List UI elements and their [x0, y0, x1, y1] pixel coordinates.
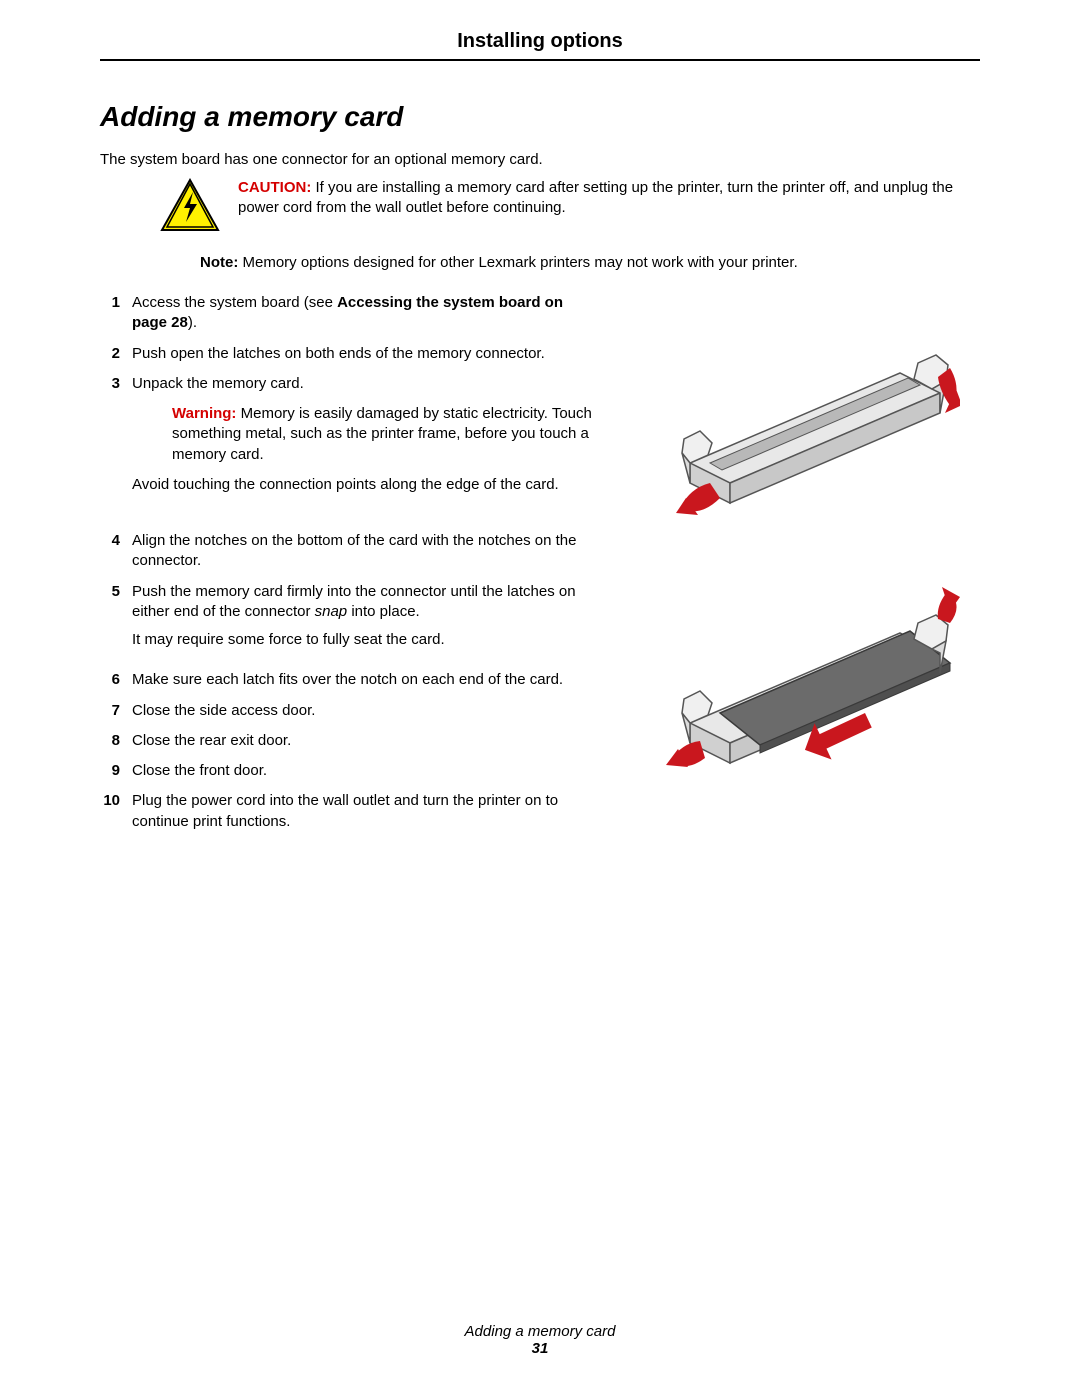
step-2: 2 Push open the latches on both ends of … — [100, 344, 600, 364]
step-subnote: Avoid touching the connection points alo… — [132, 475, 600, 495]
note-label: Note: — [200, 254, 238, 271]
figure-open-latches-icon — [640, 303, 960, 523]
footer-title: Adding a memory card — [0, 1323, 1080, 1340]
step-text-a: Access the system board (see — [132, 294, 337, 311]
step-warning: Warning: Memory is easily damaged by sta… — [132, 404, 600, 465]
steps-column: 1 Access the system board (see Accessing… — [100, 293, 600, 842]
page-number: 31 — [0, 1340, 1080, 1357]
step-body: Unpack the memory card. Warning: Memory … — [132, 374, 600, 521]
step-body: Close the side access door. — [132, 701, 600, 721]
step-5: 5 Push the memory card firmly into the c… — [100, 582, 600, 661]
step-num: 3 — [100, 374, 120, 521]
section-title: Adding a memory card — [100, 101, 980, 133]
step-num: 6 — [100, 670, 120, 690]
step-num: 4 — [100, 531, 120, 572]
caution-triangle-icon — [160, 178, 220, 232]
step-text: Unpack the memory card. — [132, 375, 304, 392]
caution-block: CAUTION: If you are installing a memory … — [160, 178, 980, 232]
step-subnote: It may require some force to fully seat … — [132, 630, 600, 650]
caution-body: If you are installing a memory card afte… — [238, 179, 953, 216]
step-10: 10 Plug the power cord into the wall out… — [100, 791, 600, 832]
content-row: 1 Access the system board (see Accessing… — [100, 293, 980, 842]
step-body: Push open the latches on both ends of th… — [132, 344, 600, 364]
page-footer: Adding a memory card 31 — [0, 1323, 1080, 1357]
step-body: Push the memory card firmly into the con… — [132, 582, 600, 661]
note-block: Note: Memory options designed for other … — [200, 254, 980, 271]
step-num: 5 — [100, 582, 120, 661]
step-1: 1 Access the system board (see Accessing… — [100, 293, 600, 334]
caution-label: CAUTION: — [238, 179, 311, 196]
step-body: Access the system board (see Accessing t… — [132, 293, 600, 334]
note-body: Memory options designed for other Lexmar… — [238, 254, 797, 271]
intro-text: The system board has one connector for a… — [100, 151, 980, 168]
step-body: Align the notches on the bottom of the c… — [132, 531, 600, 572]
step-body: Plug the power cord into the wall outlet… — [132, 791, 600, 832]
step-4: 4 Align the notches on the bottom of the… — [100, 531, 600, 572]
step-num: 7 — [100, 701, 120, 721]
step-body: Close the front door. — [132, 761, 600, 781]
step-7: 7 Close the side access door. — [100, 701, 600, 721]
page: Installing options Adding a memory card … — [0, 0, 1080, 1397]
snap-word: snap — [315, 603, 348, 620]
step-text-b: ). — [188, 314, 197, 331]
step-3: 3 Unpack the memory card. Warning: Memor… — [100, 374, 600, 521]
warning-label: Warning: — [172, 405, 236, 422]
step-num: 8 — [100, 731, 120, 751]
step-6: 6 Make sure each latch fits over the not… — [100, 670, 600, 690]
step-body: Close the rear exit door. — [132, 731, 600, 751]
step-num: 10 — [100, 791, 120, 832]
step-num: 2 — [100, 344, 120, 364]
steps-list: 1 Access the system board (see Accessing… — [100, 293, 600, 832]
step-num: 1 — [100, 293, 120, 334]
figures-column — [620, 293, 980, 842]
step-text-b: into place. — [347, 603, 420, 620]
header-rule — [100, 59, 980, 61]
step-num: 9 — [100, 761, 120, 781]
step-8: 8 Close the rear exit door. — [100, 731, 600, 751]
step-9: 9 Close the front door. — [100, 761, 600, 781]
chapter-title: Installing options — [100, 30, 980, 53]
step-body: Make sure each latch fits over the notch… — [132, 670, 600, 690]
caution-text: CAUTION: If you are installing a memory … — [238, 178, 980, 217]
figure-insert-card-icon — [640, 553, 960, 783]
